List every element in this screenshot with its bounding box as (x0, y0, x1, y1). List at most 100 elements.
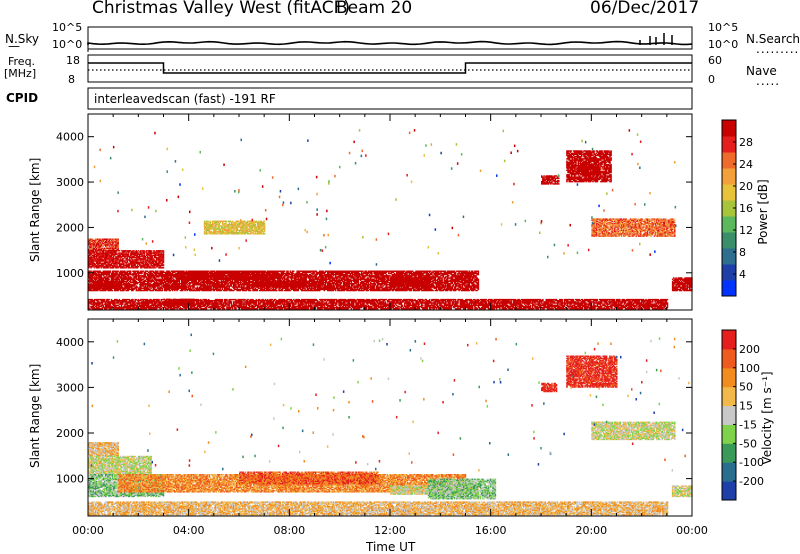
power-cell (160, 255, 163, 258)
power-cell (101, 279, 104, 282)
power-cell (152, 262, 155, 265)
power-cell (90, 258, 92, 260)
power-cell (122, 279, 124, 282)
power-cell (122, 284, 124, 286)
power-cell (139, 278, 141, 280)
power-cell (118, 273, 121, 276)
power-cell (144, 289, 147, 292)
power-cell (98, 267, 100, 269)
power-cell (94, 271, 97, 274)
power-cell (95, 250, 98, 252)
power-cell (122, 252, 124, 254)
power-cell (122, 288, 124, 291)
power-cell (133, 264, 135, 267)
power-cell (155, 278, 158, 280)
power-cell (140, 250, 142, 252)
power-cell (133, 272, 135, 275)
power-cell (118, 260, 121, 262)
power-cell (160, 256, 163, 259)
power-cell (110, 250, 113, 252)
power-cell (105, 278, 107, 280)
nsearch-dotted-key: ......... (756, 42, 799, 56)
power-cell (98, 244, 100, 246)
power-cell (127, 276, 130, 278)
power-cell (116, 255, 118, 258)
power-cell (114, 253, 116, 255)
power-cell (118, 275, 121, 277)
power-cell (102, 256, 105, 259)
power-cell (134, 270, 136, 272)
power-cell (161, 270, 164, 272)
power-cell (150, 285, 152, 287)
power-cell (140, 272, 142, 275)
power-cell (94, 241, 97, 244)
power-cell (88, 285, 90, 287)
power-cell (108, 250, 110, 252)
power-cell (287, 270, 289, 272)
power-cell (276, 289, 278, 292)
power-cell (100, 259, 103, 261)
power-cell (128, 276, 131, 278)
power-cell (92, 259, 95, 261)
power-cell (108, 248, 110, 251)
power-cell (146, 272, 149, 275)
power-cell (155, 251, 158, 253)
power-cell (101, 240, 104, 243)
power-cell (124, 250, 126, 252)
power-cell (142, 251, 144, 253)
power-cell (112, 261, 115, 263)
power-cell (142, 263, 144, 266)
power-cell (135, 251, 138, 253)
power-cell (106, 264, 108, 267)
power-cell (114, 270, 116, 272)
power-cell (140, 281, 142, 284)
power-cell (95, 256, 98, 259)
power-cell (151, 255, 153, 258)
power-cell (127, 286, 130, 288)
power-cell (134, 275, 136, 277)
power-cell (150, 253, 152, 255)
power-cell (136, 271, 139, 274)
power-cell (88, 279, 90, 282)
power-cell (141, 283, 143, 285)
power-cell (112, 267, 115, 269)
power-cell (90, 248, 92, 251)
power-cell (100, 272, 103, 275)
power-cell (150, 279, 152, 282)
power-cell (148, 288, 150, 291)
power-cell (124, 286, 126, 288)
power-cell (133, 277, 135, 279)
power-cell (117, 275, 119, 277)
power-cell (145, 276, 148, 278)
power-cell (88, 250, 90, 252)
power-cell (153, 251, 156, 253)
power-cell (90, 239, 92, 242)
power-cell (108, 266, 110, 268)
power-cell (115, 258, 117, 260)
power-cell (93, 256, 96, 259)
power-cell (107, 276, 109, 278)
power-cell (139, 281, 141, 284)
power-cell (123, 262, 125, 265)
power-cell (139, 284, 141, 286)
power-cell (91, 250, 93, 252)
power-cell (134, 284, 136, 286)
power-cell (134, 260, 136, 262)
power-cell (90, 238, 92, 240)
power-cell (161, 260, 164, 262)
power-cell (90, 262, 92, 265)
power-cell (101, 239, 104, 242)
power-cell (114, 247, 116, 250)
power-cell (149, 252, 151, 254)
power-cell (133, 250, 135, 252)
power-cell (117, 246, 119, 248)
power-cell (150, 287, 152, 289)
power-cell (117, 252, 119, 254)
power-cell (89, 256, 91, 259)
power-cell (93, 266, 96, 268)
power-cell (91, 289, 93, 292)
power-cell (116, 240, 118, 243)
power-cell (150, 275, 152, 277)
power-cell (163, 289, 166, 292)
power-cell (90, 250, 92, 252)
